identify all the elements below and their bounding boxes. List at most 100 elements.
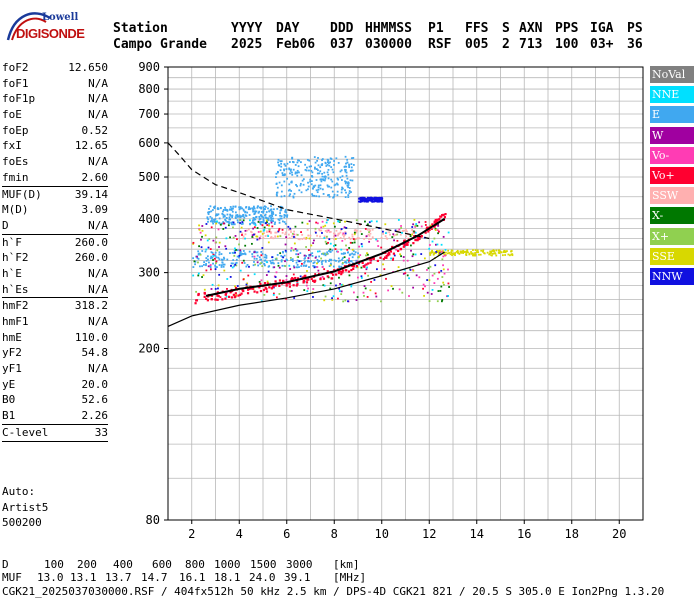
echo-point xyxy=(358,237,360,240)
echo-point xyxy=(275,172,278,175)
echo-point xyxy=(240,253,243,256)
echo-point xyxy=(339,176,342,179)
echo-point xyxy=(290,247,293,249)
echo-point xyxy=(307,185,310,188)
echo-point xyxy=(261,265,264,268)
f2-trace-point xyxy=(443,216,447,219)
echo-point xyxy=(346,259,349,262)
legend-item-e: E xyxy=(650,106,694,124)
echo-point xyxy=(441,299,444,301)
echo-point xyxy=(257,221,260,223)
echo-point xyxy=(299,252,302,254)
echo-point xyxy=(270,212,273,215)
echo-point xyxy=(204,250,207,253)
echo-point xyxy=(283,254,286,257)
echo-point xyxy=(276,207,279,210)
echo-point xyxy=(274,231,277,234)
echo-point xyxy=(337,297,339,300)
echo-point xyxy=(252,210,255,213)
echo-point xyxy=(283,173,286,176)
echo-point xyxy=(222,265,225,268)
echo-point xyxy=(295,253,298,256)
echo-point xyxy=(323,176,326,178)
echo-point xyxy=(262,237,265,239)
echo-point xyxy=(321,259,324,262)
footer-value: 100 xyxy=(44,558,64,571)
echo-point xyxy=(235,258,238,261)
echo-point xyxy=(318,172,321,175)
echo-point xyxy=(242,219,245,222)
echo-point xyxy=(231,216,234,219)
echo-point xyxy=(223,263,226,266)
footer-value: 14.7 xyxy=(141,571,168,584)
echo-point xyxy=(344,189,346,192)
echo-point xyxy=(232,223,235,226)
echo-point xyxy=(251,236,254,238)
echo-point xyxy=(242,253,245,255)
echo-point xyxy=(355,238,358,240)
echo-point xyxy=(192,241,195,244)
echo-point xyxy=(328,231,331,234)
echo-point xyxy=(268,265,271,268)
echo-point xyxy=(196,255,198,258)
echo-point xyxy=(298,238,301,241)
echo-point xyxy=(275,193,278,196)
echo-point xyxy=(261,224,264,227)
echo-point xyxy=(480,249,483,252)
echo-point xyxy=(336,183,339,186)
echo-point xyxy=(206,216,209,219)
echo-point xyxy=(283,169,286,172)
echo-point xyxy=(207,246,210,249)
param-value: 110.0 xyxy=(74,330,108,344)
echo-point xyxy=(319,184,322,187)
echo-point xyxy=(398,228,401,231)
echo-point xyxy=(271,256,274,259)
echo-point xyxy=(297,165,300,168)
echo-point xyxy=(314,273,317,275)
echo-point xyxy=(322,225,325,228)
echo-point xyxy=(385,232,387,235)
echo-point xyxy=(239,219,242,221)
echo-point xyxy=(371,198,374,201)
echo-point xyxy=(254,224,257,227)
echo-point xyxy=(400,227,403,229)
echo-point xyxy=(286,162,289,165)
echo-point xyxy=(242,250,245,252)
echo-point xyxy=(341,239,344,242)
echo-point xyxy=(415,223,418,225)
f2-trace-point xyxy=(352,265,355,268)
echo-point xyxy=(328,195,331,198)
f2-trace-point xyxy=(426,226,429,229)
echo-point xyxy=(253,217,256,220)
echo-point xyxy=(267,207,269,210)
echo-point xyxy=(402,259,405,262)
echo-point xyxy=(340,283,343,286)
echo-point xyxy=(267,270,270,273)
param-row: B0 52.6 xyxy=(2,392,108,408)
echo-point xyxy=(340,252,343,255)
echo-point xyxy=(412,230,414,232)
echo-point xyxy=(325,253,328,256)
echo-point xyxy=(332,295,335,298)
footer-value: 3000 xyxy=(286,558,313,571)
echo-point xyxy=(397,266,400,269)
echo-point xyxy=(245,206,247,209)
echo-point xyxy=(348,247,351,249)
echo-point xyxy=(341,262,344,265)
echo-point xyxy=(400,225,402,227)
echo-point xyxy=(315,179,318,181)
echo-point xyxy=(300,174,303,177)
header-label-cell: Station xyxy=(113,21,168,36)
echo-point xyxy=(263,205,266,208)
f2-trace-point xyxy=(251,287,255,290)
echo-point xyxy=(392,233,395,236)
echo-point xyxy=(450,251,453,254)
echo-point xyxy=(252,219,254,222)
echo-point xyxy=(348,163,350,166)
echo-point xyxy=(337,234,339,237)
echo-point xyxy=(403,229,406,232)
echo-point xyxy=(296,169,299,172)
echo-point xyxy=(447,231,450,234)
echo-point xyxy=(256,205,259,208)
echo-point xyxy=(497,251,500,254)
